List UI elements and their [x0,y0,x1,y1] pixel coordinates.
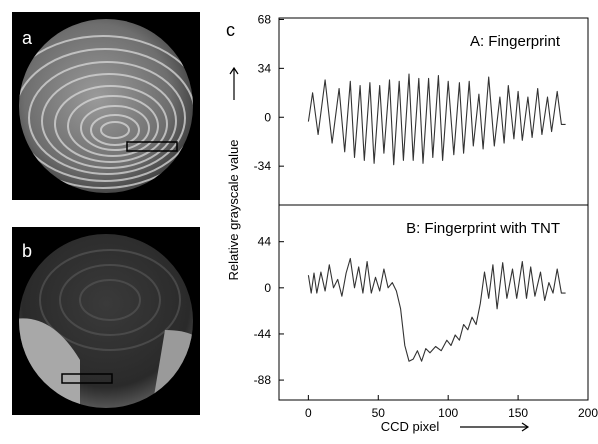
panel-title: A: Fingerprint [470,33,561,50]
line-series [307,73,566,166]
y-tick-label: 0 [264,110,271,124]
x-tick-label: 200 [578,406,598,420]
y-tick-label: 0 [264,281,271,295]
panel-label: b [22,241,32,261]
x-tick-label: 150 [508,406,528,420]
y-tick-label: 34 [258,61,272,75]
plot-frame [278,204,589,401]
image-a: a [12,12,200,200]
x-tick-label: 100 [438,406,458,420]
y-tick-label: -34 [254,159,272,173]
panel-label: c [226,20,235,40]
panel-label: a [22,28,33,48]
image-b: b [12,227,200,415]
x-arrow [460,422,530,432]
x-tick-label: 0 [305,406,312,420]
y-arrow [229,66,239,100]
y-tick-label: 44 [258,235,272,249]
y-tick-label: 68 [258,12,272,26]
x-axis-label: CCD pixel [381,419,440,434]
panel-title: B: Fingerprint with TNT [406,220,560,237]
y-tick-label: -88 [254,373,272,387]
line-series [307,257,566,362]
y-tick-label: -44 [254,327,272,341]
x-tick-label: 50 [372,406,386,420]
y-axis-label: Relative grayscale value [226,140,241,281]
